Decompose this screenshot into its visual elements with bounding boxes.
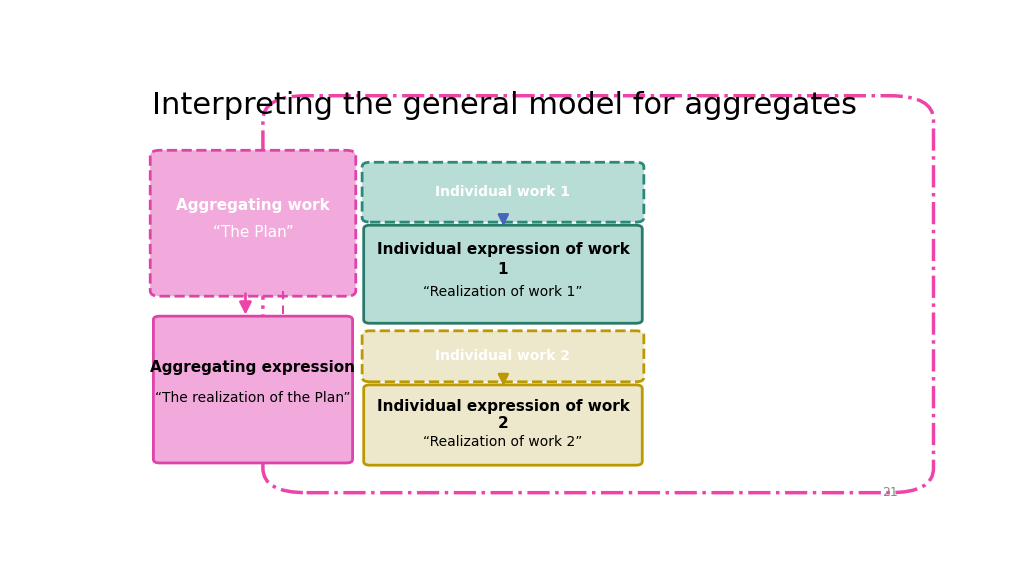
Text: Individual expression of work: Individual expression of work	[377, 399, 630, 414]
FancyBboxPatch shape	[364, 385, 642, 465]
Text: Individual work 2: Individual work 2	[435, 349, 570, 363]
Text: Individual expression of work: Individual expression of work	[377, 242, 630, 257]
FancyBboxPatch shape	[364, 225, 642, 323]
Text: “The Plan”: “The Plan”	[213, 225, 293, 240]
FancyBboxPatch shape	[151, 150, 355, 296]
Text: Interpreting the general model for aggregates: Interpreting the general model for aggre…	[152, 92, 857, 120]
Text: 21: 21	[882, 486, 898, 499]
Text: Individual work 1: Individual work 1	[435, 185, 570, 199]
Text: “The realization of the Plan”: “The realization of the Plan”	[156, 392, 351, 406]
Text: “Realization of work 2”: “Realization of work 2”	[423, 435, 583, 449]
Text: Aggregating work: Aggregating work	[176, 198, 330, 213]
Text: 2: 2	[498, 416, 508, 431]
Text: “Realization of work 1”: “Realization of work 1”	[423, 285, 583, 299]
FancyBboxPatch shape	[362, 331, 644, 382]
Text: 1: 1	[498, 262, 508, 277]
Text: Aggregating expression: Aggregating expression	[151, 360, 355, 375]
FancyBboxPatch shape	[362, 162, 644, 222]
FancyBboxPatch shape	[154, 316, 352, 463]
